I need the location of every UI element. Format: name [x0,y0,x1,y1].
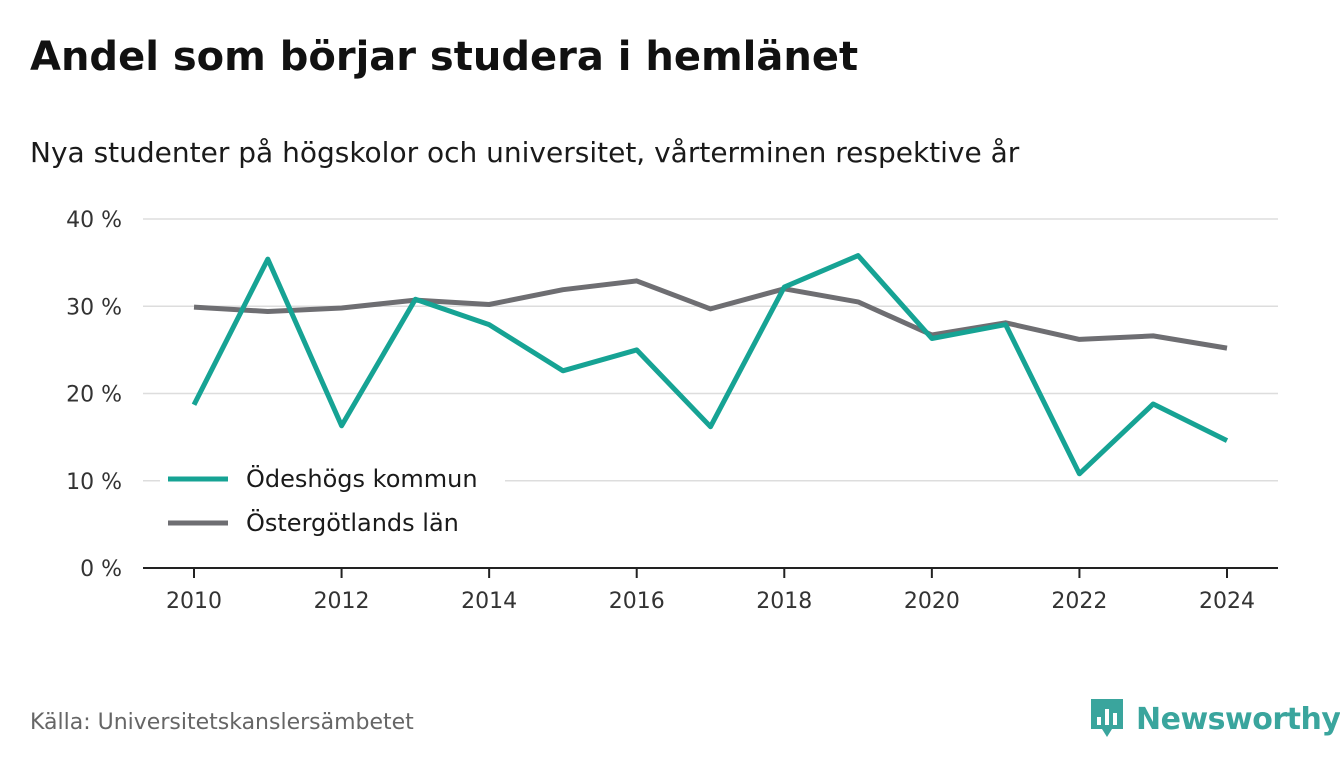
legend-background [160,456,505,548]
source-note: Källa: Universitetskanslersämbetet [30,710,414,735]
x-axis-ticks: 2010 2012 2014 2016 2018 2020 2022 2024 [166,568,1255,614]
x-tick-label: 2010 [166,589,222,614]
chart-subtitle: Nya studenter på högskolor och universit… [30,136,1020,169]
series-line-1 [193,278,1228,351]
x-tick-label: 2024 [1199,589,1255,614]
y-axis-ticks: 0 % 10 % 20 % 30 % 40 % [66,208,122,582]
x-tick-label: 2020 [904,589,960,614]
x-tick-label: 2022 [1051,589,1107,614]
x-tick-label: 2018 [756,589,812,614]
y-tick-label: 0 % [80,557,122,582]
y-tick-label: 40 % [66,208,122,233]
y-tick-label: 10 % [66,470,122,495]
y-tick-label: 30 % [66,295,122,320]
legend: Ödeshögs kommun Östergötlands län [160,456,505,548]
chart-title: Andel som börjar studera i hemlänet [30,34,859,80]
x-tick-label: 2016 [609,589,665,614]
brand-name: Newsworthy [1136,701,1340,737]
x-tick-label: 2012 [314,589,370,614]
bar-chart-badge-icon [1091,699,1123,737]
y-tick-label: 20 % [66,383,122,408]
brand-logo: Newsworthy [1088,697,1340,741]
grid-lines [143,218,1278,482]
legend-label: Ödeshögs kommun [246,464,478,493]
x-tick-label: 2014 [461,589,517,614]
legend-label: Östergötlands län [246,508,459,537]
series-line-0 [191,253,1229,477]
series-lines [191,253,1229,477]
